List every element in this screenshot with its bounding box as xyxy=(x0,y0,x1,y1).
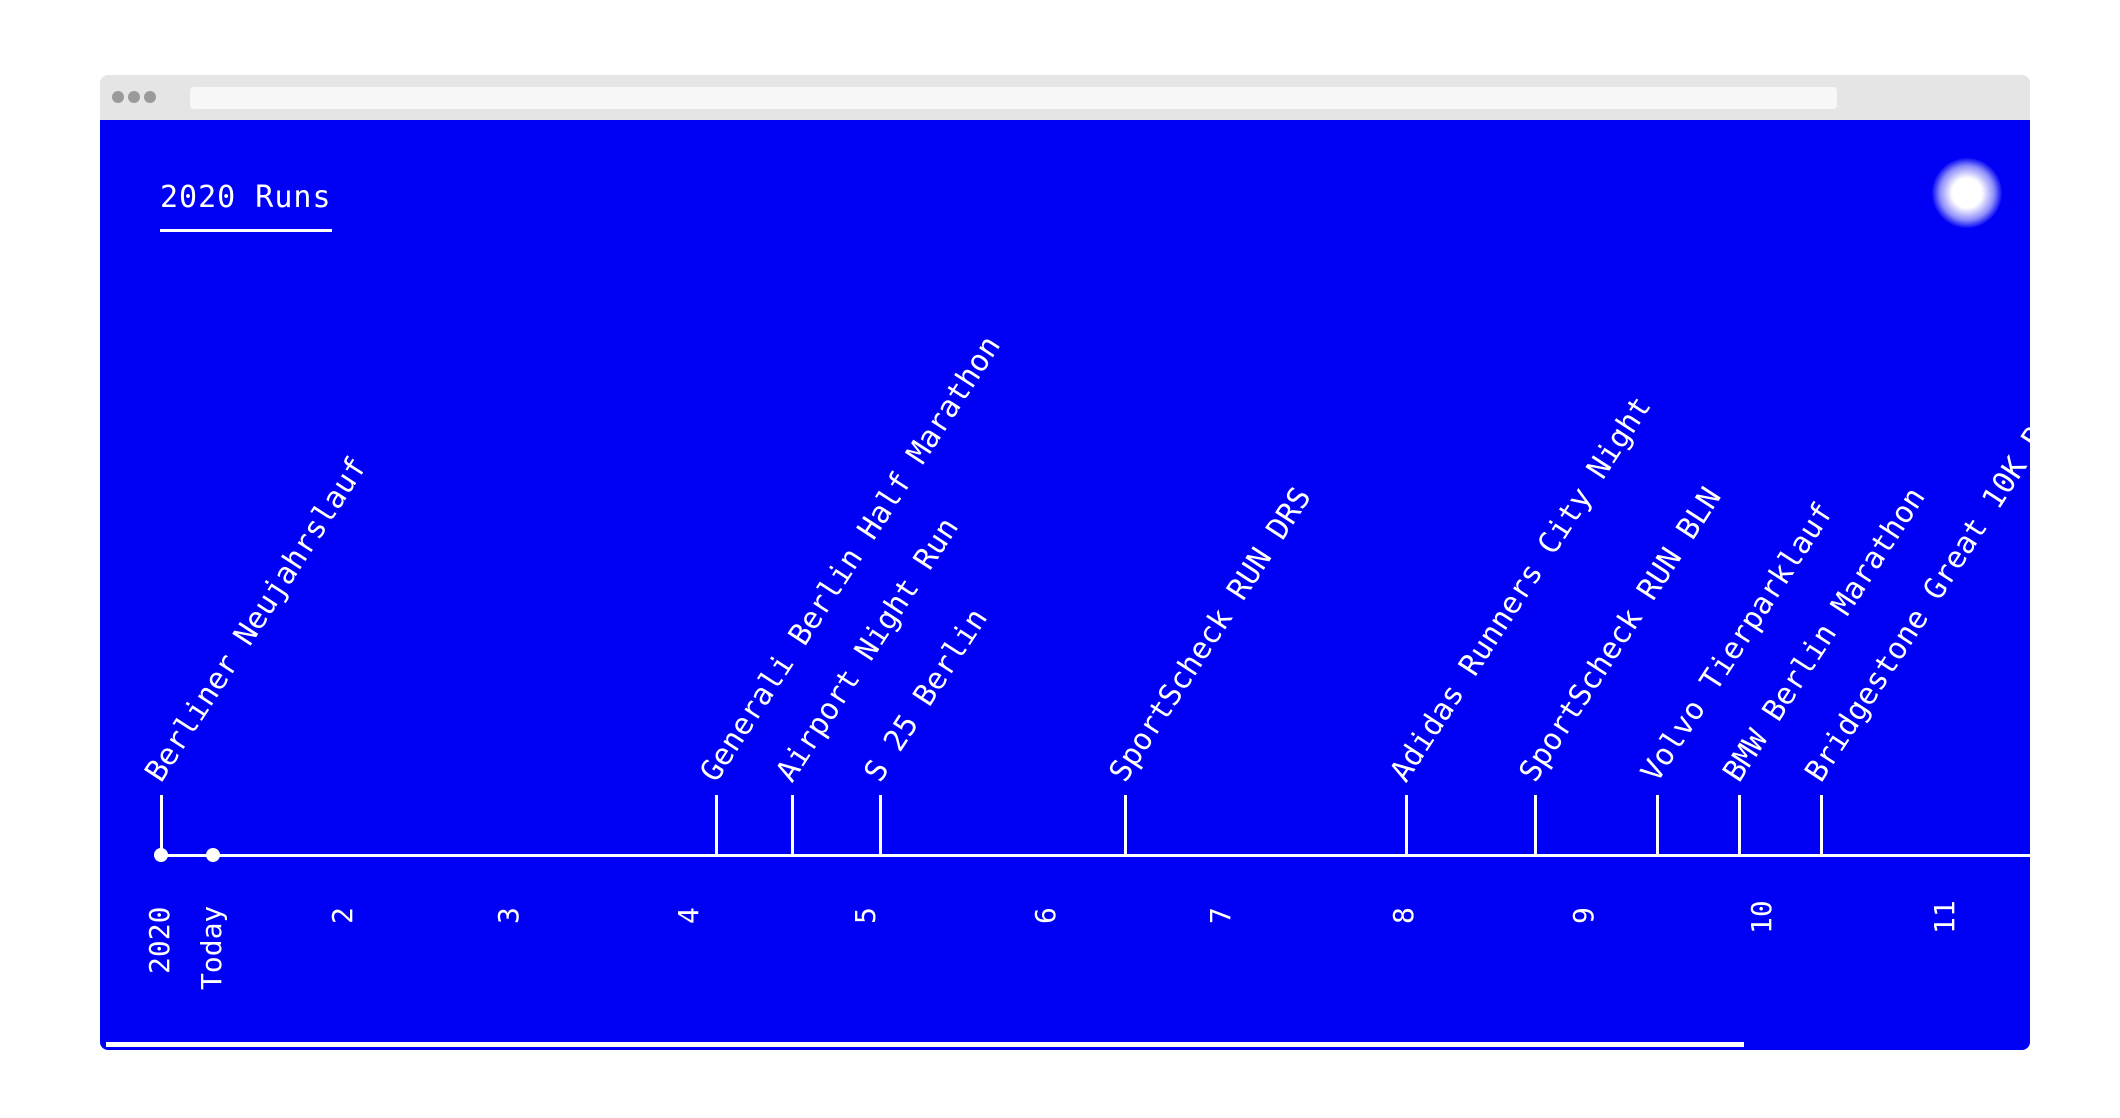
event-tick xyxy=(1820,795,1823,855)
event-tick xyxy=(715,795,718,855)
window-dot-icon[interactable] xyxy=(112,91,124,103)
month-label: 9 xyxy=(1567,907,1600,924)
window-dot-icon[interactable] xyxy=(144,91,156,103)
event-tick xyxy=(1656,795,1659,855)
event-label[interactable]: Bridgestone Great 10K Berlin xyxy=(1798,344,2030,789)
month-label: 7 xyxy=(1204,907,1237,924)
address-bar[interactable] xyxy=(190,87,1837,109)
year-label: 2020 xyxy=(143,906,176,974)
event-tick xyxy=(160,795,163,855)
month-label: 5 xyxy=(849,907,882,924)
timeline-axis xyxy=(160,854,2030,857)
month-label: 2 xyxy=(326,907,359,924)
window-dot-icon[interactable] xyxy=(128,91,140,103)
event-tick xyxy=(1534,795,1537,855)
horizontal-scrollbar[interactable] xyxy=(106,1042,1744,1047)
month-label: 3 xyxy=(492,907,525,924)
start-marker xyxy=(154,848,168,862)
month-label: 4 xyxy=(672,907,705,924)
today-label: Today xyxy=(195,905,228,990)
event-label[interactable]: Adidas Runners City Night xyxy=(1383,390,1659,789)
timeline-page: 2020 Runs Berliner Neujahrslauf Generali… xyxy=(100,120,2030,1050)
month-label: 8 xyxy=(1387,907,1420,924)
month-label: 11 xyxy=(1928,900,1961,934)
event-label[interactable]: Generali Berlin Half Marathon xyxy=(693,329,1008,789)
month-label: 10 xyxy=(1745,900,1778,934)
event-tick xyxy=(791,795,794,855)
event-tick xyxy=(879,795,882,855)
month-label: 6 xyxy=(1029,907,1062,924)
event-tick xyxy=(1124,795,1127,855)
event-label[interactable]: Berliner Neujahrslauf xyxy=(138,450,375,789)
page-title[interactable]: 2020 Runs xyxy=(160,180,332,232)
today-marker xyxy=(206,848,220,862)
event-tick xyxy=(1738,795,1741,855)
event-tick xyxy=(1405,795,1408,855)
browser-chrome xyxy=(100,75,2030,120)
glow-orb-icon xyxy=(1932,158,2002,228)
event-label[interactable]: SportScheck RUN DRS xyxy=(1102,481,1319,789)
browser-window: 2020 Runs Berliner Neujahrslauf Generali… xyxy=(100,75,2030,1050)
